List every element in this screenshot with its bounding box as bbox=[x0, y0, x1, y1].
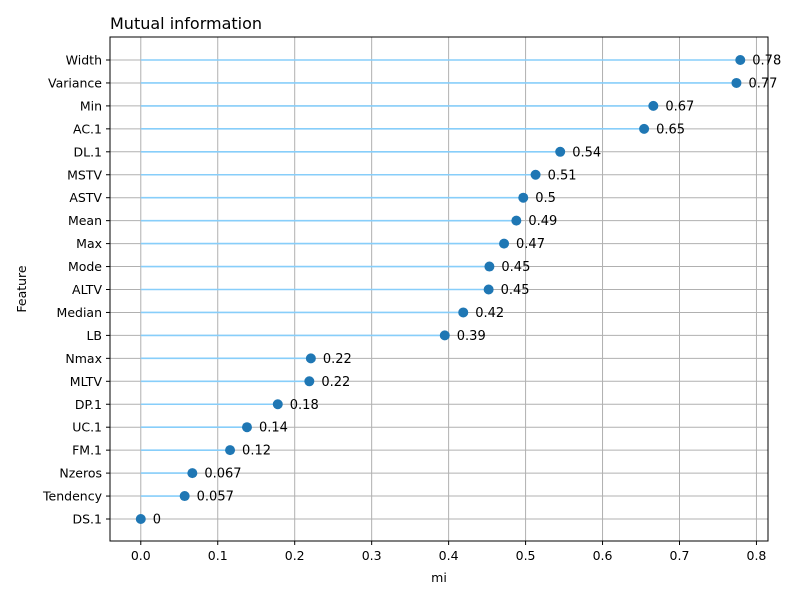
point-variance bbox=[731, 77, 742, 88]
data-label: 0.067 bbox=[204, 467, 241, 482]
y-tick-label: ASTV bbox=[69, 190, 102, 205]
data-label: 0.65 bbox=[656, 122, 685, 137]
point-width bbox=[735, 55, 746, 65]
point-altv bbox=[483, 284, 494, 295]
point-mean bbox=[511, 215, 522, 226]
point-dl-1 bbox=[555, 146, 566, 157]
data-label: 0 bbox=[153, 513, 161, 528]
y-tick-label: Max bbox=[76, 236, 102, 251]
data-label: 0.67 bbox=[665, 99, 694, 114]
y-tick-label: Nzeros bbox=[59, 466, 102, 481]
point-mode bbox=[484, 261, 495, 272]
data-label: 0.47 bbox=[516, 237, 545, 252]
x-tick-label: 0.0 bbox=[131, 548, 151, 563]
y-tick-label: DL.1 bbox=[73, 144, 102, 159]
point-max bbox=[499, 238, 510, 249]
y-axis-ticks: Width Variance Min AC.1 DL.1 MSTV ASTV Mean Max M… bbox=[42, 53, 110, 527]
x-tick-label: 0.1 bbox=[208, 548, 228, 563]
point-mstv bbox=[530, 169, 541, 180]
data-label: 0.14 bbox=[259, 421, 288, 436]
y-tick-label: AC.1 bbox=[73, 121, 102, 136]
y-tick-label: UC.1 bbox=[72, 420, 102, 435]
y-tick-label: Variance bbox=[48, 75, 102, 90]
x-tick-label: 0.3 bbox=[362, 548, 382, 563]
data-label: 0.39 bbox=[457, 329, 486, 344]
markers bbox=[135, 55, 746, 524]
y-tick-label: MSTV bbox=[67, 167, 102, 182]
point-uc-1 bbox=[241, 422, 252, 433]
y-axis-label: Feature bbox=[14, 265, 29, 313]
data-label: 0.22 bbox=[323, 352, 352, 367]
y-tick-label: Mode bbox=[68, 259, 102, 274]
data-label: 0.42 bbox=[475, 306, 504, 321]
point-nmax bbox=[305, 353, 316, 364]
point-fm-1 bbox=[225, 445, 236, 456]
y-tick-label: Median bbox=[57, 305, 102, 320]
x-axis-ticks: 0.0 0.1 0.2 0.3 0.4 0.5 0.6 0.7 0.8 bbox=[131, 541, 767, 563]
data-label: 0.49 bbox=[528, 214, 557, 229]
point-mltv bbox=[304, 376, 315, 387]
point-tendency bbox=[179, 491, 190, 502]
data-label: 0.18 bbox=[290, 398, 319, 413]
y-tick-label: Min bbox=[80, 98, 102, 113]
y-tick-label: MLTV bbox=[70, 374, 103, 389]
x-tick-label: 0.8 bbox=[747, 548, 767, 563]
point-ds-1 bbox=[135, 514, 146, 524]
stems bbox=[140, 59, 741, 497]
y-tick-label: ALTV bbox=[72, 282, 102, 297]
point-lb bbox=[439, 330, 450, 341]
x-tick-label: 0.7 bbox=[670, 548, 690, 563]
data-label: 0.45 bbox=[501, 260, 530, 275]
data-label: 0.54 bbox=[572, 145, 601, 160]
point-dp-1 bbox=[272, 399, 283, 410]
y-tick-label: FM.1 bbox=[72, 443, 102, 458]
x-axis-label: mi bbox=[431, 570, 447, 585]
y-tick-label: Width bbox=[66, 53, 102, 68]
data-label: 0.78 bbox=[752, 54, 781, 69]
point-min bbox=[648, 100, 659, 111]
point-nzeros bbox=[187, 468, 198, 479]
point-astv bbox=[518, 192, 529, 203]
y-tick-label: Tendency bbox=[42, 489, 103, 504]
data-labels: 0.78 0.77 0.67 0.65 0.54 0.51 0.5 0.49 0.47 0.45 0… bbox=[153, 54, 781, 528]
data-label: 0.77 bbox=[748, 76, 777, 91]
data-label: 0.5 bbox=[535, 191, 556, 206]
x-tick-label: 0.5 bbox=[516, 548, 536, 563]
point-ac-1 bbox=[639, 123, 650, 134]
chart-title: Mutual information bbox=[110, 14, 262, 33]
data-label: 0.22 bbox=[321, 375, 350, 390]
y-tick-label: DP.1 bbox=[75, 397, 102, 412]
data-label: 0.057 bbox=[197, 490, 234, 505]
y-tick-label: LB bbox=[86, 328, 102, 343]
x-tick-label: 0.6 bbox=[593, 548, 613, 563]
y-tick-label: DS.1 bbox=[73, 512, 103, 527]
data-label: 0.12 bbox=[242, 444, 271, 459]
point-median bbox=[458, 307, 469, 318]
x-tick-label: 0.4 bbox=[439, 548, 459, 563]
y-tick-label: Nmax bbox=[65, 351, 102, 366]
data-label: 0.45 bbox=[501, 283, 530, 298]
data-label: 0.51 bbox=[548, 168, 577, 183]
x-tick-label: 0.2 bbox=[285, 548, 305, 563]
y-tick-label: Mean bbox=[68, 213, 102, 228]
